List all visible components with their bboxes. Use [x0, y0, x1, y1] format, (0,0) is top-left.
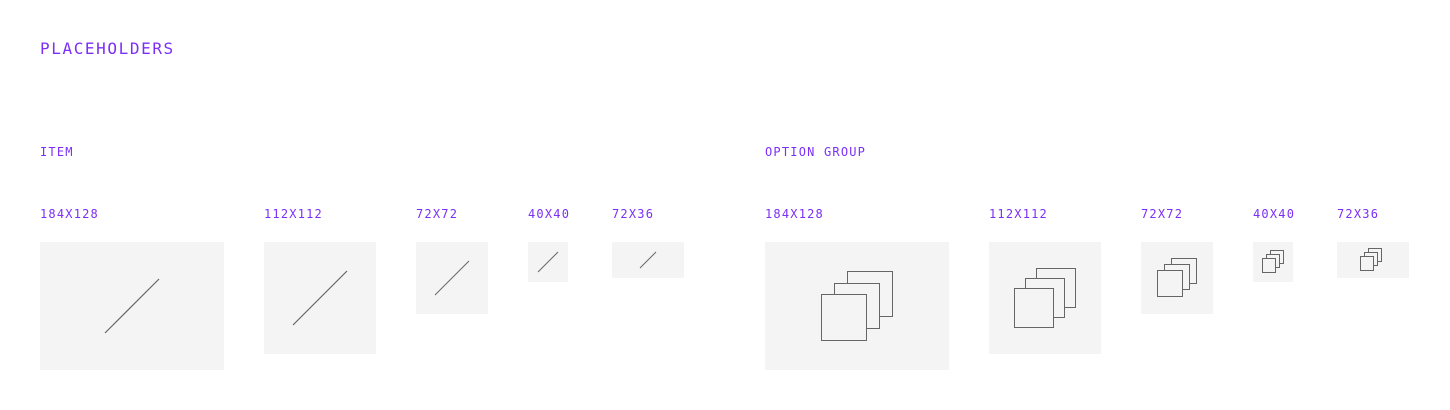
item-placeholder-72x72: [416, 242, 488, 314]
diagonal-line-icon: [434, 260, 470, 296]
item-size-label-184x128: 184X128: [40, 207, 99, 221]
diagonal-line-icon: [537, 251, 559, 273]
item-size-label-112x112: 112X112: [264, 207, 323, 221]
item-size-label-40x40: 40X40: [528, 207, 571, 221]
option-group-size-label-112x112: 112X112: [989, 207, 1048, 221]
stacked-squares-icon: [1014, 268, 1076, 328]
option-group-placeholder-72x72: [1141, 242, 1213, 314]
section-label-item: ITEM: [40, 145, 74, 159]
item-placeholder-72x36: [612, 242, 684, 278]
option-group-placeholder-72x36: [1337, 242, 1409, 278]
diagonal-line-icon: [292, 270, 348, 326]
option-group-placeholder-184x128: [765, 242, 949, 370]
stacked-squares-icon: [1360, 248, 1382, 271]
page-title: PLACEHOLDERS: [40, 39, 175, 58]
item-size-label-72x36: 72X36: [612, 207, 655, 221]
option-group-size-label-72x72: 72X72: [1141, 207, 1184, 221]
stacked-squares-icon: [1262, 250, 1284, 273]
item-size-label-72x72: 72X72: [416, 207, 459, 221]
diagonal-line-icon: [104, 278, 160, 334]
option-group-placeholder-40x40: [1253, 242, 1293, 282]
option-group-size-label-184x128: 184X128: [765, 207, 824, 221]
item-placeholder-184x128: [40, 242, 224, 370]
section-label-option-group: OPTION GROUP: [765, 145, 867, 159]
stacked-squares-icon: [821, 271, 893, 341]
stacked-squares-icon: [1157, 258, 1197, 297]
option-group-size-label-40x40: 40X40: [1253, 207, 1296, 221]
option-group-size-label-72x36: 72X36: [1337, 207, 1380, 221]
diagonal-line-icon: [639, 251, 657, 269]
item-placeholder-40x40: [528, 242, 568, 282]
item-placeholder-112x112: [264, 242, 376, 354]
option-group-placeholder-112x112: [989, 242, 1101, 354]
